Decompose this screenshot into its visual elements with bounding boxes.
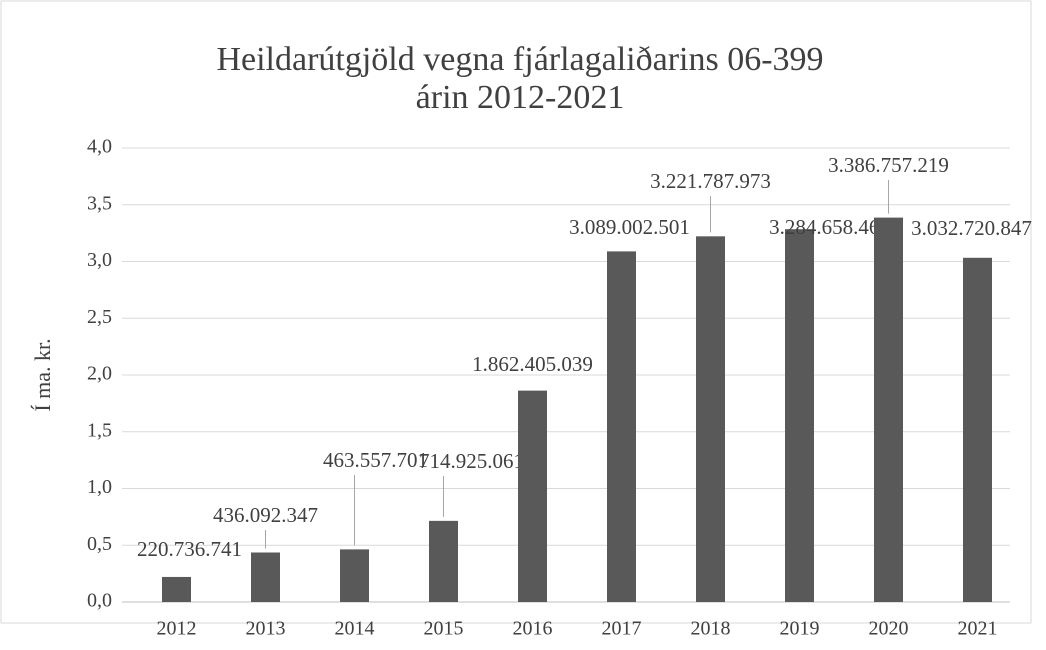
y-tick-label: 0,5 (87, 533, 112, 555)
x-tick-label: 2019 (780, 618, 820, 640)
y-tick-label: 2,5 (87, 306, 112, 328)
bar (607, 251, 636, 603)
bar (963, 257, 992, 602)
y-tick-label: 3,5 (87, 192, 112, 214)
chart-subtitle: árin 2012-2021 (416, 79, 625, 116)
data-label: 3.284.658.468 (769, 215, 890, 239)
x-tick-label: 2016 (513, 618, 553, 640)
x-tick-label: 2020 (869, 618, 909, 640)
x-tick-label: 2021 (958, 618, 998, 640)
y-tick-label: 1,0 (87, 476, 112, 498)
data-label: 436.092.347 (213, 503, 318, 527)
x-tick-label: 2012 (157, 618, 197, 640)
x-tick-label: 2017 (602, 618, 642, 640)
x-tick-label: 2015 (424, 618, 464, 640)
y-tick-label: 2,0 (87, 363, 112, 385)
y-axis-label: Í ma. kr. (30, 338, 55, 411)
bar (518, 390, 547, 602)
bar (785, 229, 814, 602)
data-label: 3.221.787.973 (650, 169, 771, 193)
bar (429, 520, 458, 602)
data-label: 3.032.720.847 (911, 216, 1032, 240)
y-tick-label: 3,0 (87, 249, 112, 271)
data-label: 3.089.002.501 (569, 215, 690, 239)
data-label: 3.386.757.219 (828, 153, 949, 177)
bar (251, 552, 280, 602)
bar (874, 217, 903, 602)
bar (696, 236, 725, 602)
data-label: 714.925.061 (419, 449, 524, 473)
x-tick-label: 2014 (335, 618, 375, 640)
y-tick-label: 0,0 (87, 590, 112, 612)
bar (340, 549, 369, 602)
chart-title: Heildarútgjöld vegna fjárlagaliðarins 06… (216, 41, 823, 78)
data-label: 1.862.405.039 (472, 352, 593, 376)
x-tick-label: 2013 (246, 618, 286, 640)
data-label: 220.736.741 (137, 537, 242, 561)
chart-border (0, 0, 1032, 624)
bar (162, 576, 191, 602)
y-tick-label: 1,5 (87, 419, 112, 441)
y-tick-label: 4,0 (87, 136, 112, 158)
x-tick-label: 2018 (691, 618, 731, 640)
data-label: 463.557.701 (323, 448, 428, 472)
